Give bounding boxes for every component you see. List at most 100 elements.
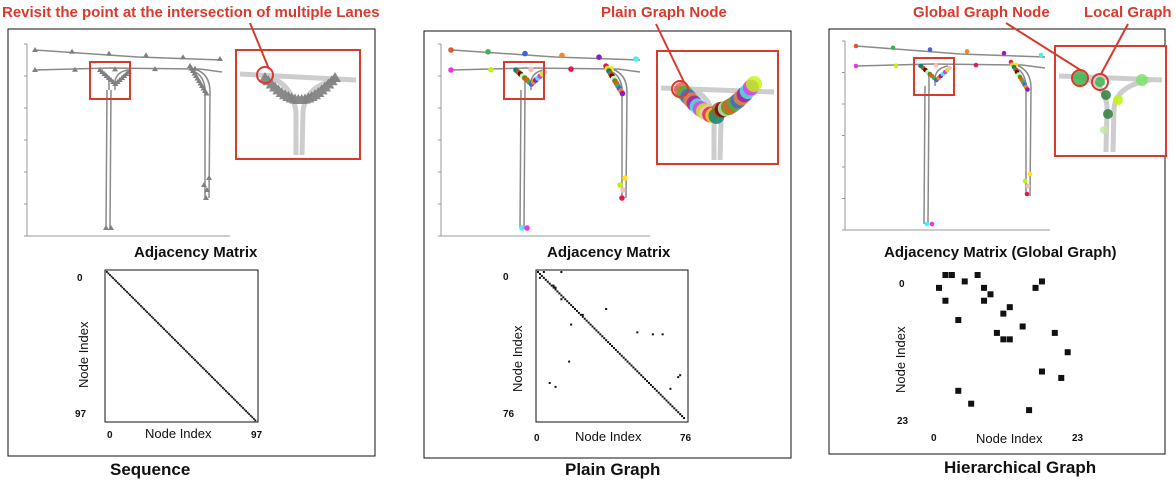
matrix-diagonal-cell [248, 413, 251, 416]
matrix-diagonal-cell [138, 303, 141, 306]
matrix-diagonal-cell [599, 333, 602, 336]
x-tick-end: 23 [1072, 433, 1084, 444]
matrix-diagonal-cell [169, 334, 172, 337]
matrix-diagonal-cell [238, 403, 241, 406]
matrix-diagonal-cell [558, 292, 561, 295]
matrix-diagonal-cell [184, 349, 187, 352]
matrix-diagonal-cell [574, 308, 576, 310]
lane-node-marker [204, 187, 210, 192]
matrix-diagonal-cell [152, 317, 155, 320]
graph-node-marker [528, 66, 534, 73]
matrix-diagonal-cell [667, 401, 670, 404]
matrix-cell [570, 323, 573, 326]
matrix-diagonal-cell [246, 411, 249, 414]
highlight-box [89, 61, 131, 100]
matrix-diagonal-cell [254, 419, 257, 422]
plain-node-highlight [671, 80, 689, 98]
matrix-cell [554, 385, 557, 388]
graph-node-marker [522, 50, 528, 57]
matrix-diagonal-cell [252, 417, 255, 420]
matrix-diagonal-cell [603, 337, 606, 340]
y-tick-start: 0 [899, 279, 905, 290]
matrix-cell [679, 374, 682, 377]
matrix-diagonal-cell [143, 308, 145, 310]
x-tick-start: 0 [534, 433, 540, 444]
matrix-cell [1026, 407, 1033, 414]
local-graph-highlight [1091, 73, 1109, 91]
matrix-diagonal-cell [141, 306, 144, 309]
matrix-diagonal-cell [243, 408, 246, 411]
matrix-diagonal-cell [215, 380, 218, 383]
graph-node-marker [568, 66, 574, 72]
matrix-cell [1006, 304, 1013, 311]
matrix-cell [981, 284, 988, 291]
matrix-diagonal-cell [611, 345, 613, 347]
lane-node-marker [203, 195, 209, 200]
matrix-diagonal-cell [542, 276, 545, 279]
graph-node-marker [929, 221, 935, 227]
matrix-cell [961, 278, 968, 285]
matrix-diagonal-cell [240, 405, 243, 408]
inset-node-marker [1073, 71, 1087, 85]
lane-node-marker [32, 67, 38, 72]
callout-label-revisit: Revisit the point at the intersection of… [2, 4, 380, 21]
matrix-cell [1051, 329, 1058, 336]
matrix-cell [942, 297, 949, 304]
matrix-diagonal-cell [669, 403, 672, 406]
lane-node-marker [108, 225, 114, 230]
matrix-cell [661, 333, 664, 336]
matrix-cell [981, 297, 988, 304]
matrix-diagonal-cell [201, 366, 204, 369]
matrix-diagonal-cell [612, 346, 615, 349]
matrix-diagonal-cell [136, 301, 139, 304]
matrix-diagonal-cell [121, 286, 124, 289]
graph-node-marker [933, 63, 939, 68]
matrix-diagonal-cell [178, 343, 181, 346]
matrix-diagonal-cell [167, 332, 170, 335]
matrix-diagonal-cell [642, 376, 645, 379]
matrix-diagonal-cell [164, 329, 167, 332]
lane-map [438, 43, 650, 237]
x-tick-end: 76 [680, 433, 692, 444]
matrix-diagonal-cell [160, 325, 162, 327]
lane-node-marker [32, 47, 38, 52]
matrix-cell [636, 331, 639, 334]
matrix-cell [955, 317, 962, 324]
callout-label-local-graph: Local Graph [1084, 4, 1172, 21]
matrix-diagonal-cell [166, 331, 169, 334]
matrix-diagonal-cell [566, 300, 569, 303]
matrix-diagonal-cell [235, 400, 238, 403]
matrix-diagonal-cell [646, 380, 649, 383]
matrix-diagonal-cell [661, 395, 664, 398]
matrix-cell [560, 298, 563, 301]
lane-node-marker [143, 52, 149, 58]
highlight-box [503, 61, 545, 100]
matrix-diagonal-cell [116, 281, 119, 284]
matrix-diagonal-cell [632, 366, 635, 369]
matrix-diagonal-cell [147, 312, 150, 315]
matrix-diagonal-cell [192, 357, 195, 360]
matrix-diagonal-cell [177, 342, 179, 344]
matrix-diagonal-cell [203, 368, 206, 371]
lane-node-marker [180, 54, 186, 60]
caption-hierarchical-graph: Hierarchical Graph [944, 458, 1096, 477]
matrix-cell [1000, 310, 1007, 317]
matrix-diagonal-cell [583, 317, 586, 320]
matrix-cell [1038, 368, 1045, 375]
matrix-diagonal-cell [212, 377, 215, 380]
graph-node-marker [1022, 178, 1028, 184]
y-tick-start: 0 [503, 272, 509, 283]
matrix-diagonal-cell [189, 354, 192, 357]
matrix-diagonal-cell [129, 294, 131, 296]
inset-node-marker [329, 72, 341, 82]
y-axis-label: Node Index [76, 321, 91, 388]
matrix-diagonal-cell [605, 339, 608, 342]
matrix-diagonal-cell [146, 311, 149, 314]
matrix-cell [552, 284, 555, 287]
graph-node-marker [448, 67, 454, 73]
matrix-diagonal-cell [225, 390, 227, 392]
graph-node-marker [890, 45, 896, 51]
y-axis-label: Node Index [510, 325, 525, 392]
inset-node-marker [1100, 126, 1108, 134]
matrix-diagonal-cell [251, 416, 254, 419]
